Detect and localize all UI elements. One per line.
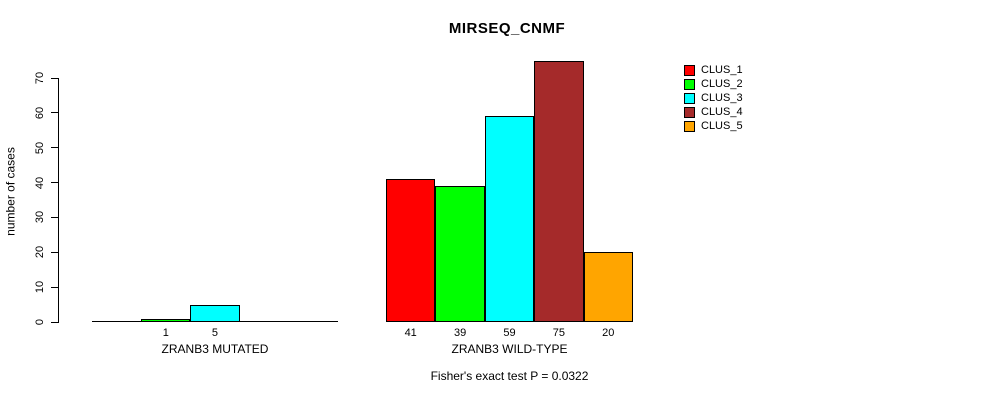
y-axis-label: number of cases [3, 147, 18, 236]
legend-item-clus_4: CLUS_4 [684, 107, 743, 118]
group-label: ZRANB3 WILD-TYPE [451, 342, 568, 356]
legend-label: CLUS_5 [701, 120, 743, 132]
y-tick [51, 77, 58, 79]
bar-clus_3 [190, 304, 240, 322]
y-tick-label: 20 [34, 246, 46, 259]
y-tick-label: 60 [34, 106, 46, 119]
bar-clus_2 [435, 186, 485, 322]
bar-clus_3 [484, 116, 535, 322]
y-tick-label: 70 [34, 71, 46, 85]
bar-clus_5 [583, 252, 633, 322]
legend-swatch [684, 121, 695, 132]
legend-item-clus_5: CLUS_5 [684, 121, 743, 132]
fisher-test-annotation: Fisher's exact test P = 0.0322 [430, 369, 589, 383]
bar-value-label: 41 [404, 327, 417, 339]
y-tick [51, 112, 58, 114]
y-tick-label: 40 [34, 176, 46, 189]
y-tick [51, 286, 58, 288]
y-tick [51, 147, 58, 149]
legend-label: CLUS_4 [701, 106, 743, 118]
y-tick-label: 50 [34, 141, 46, 154]
legend-label: CLUS_1 [701, 64, 743, 76]
bar-clus_2 [141, 318, 191, 322]
legend-swatch [684, 93, 695, 104]
bar-clus_4 [534, 60, 584, 322]
legend: CLUS_1 CLUS_2 CLUS_3 CLUS_4 CLUS_5 [684, 65, 743, 135]
y-tick [51, 251, 58, 253]
chart-title: MIRSEQ_CNMF [448, 20, 566, 37]
y-tick [51, 216, 58, 218]
group-label: ZRANB3 MUTATED [161, 342, 269, 356]
legend-label: CLUS_3 [701, 92, 743, 104]
y-tick-label: 30 [34, 211, 46, 224]
bar-value-label: 20 [602, 327, 615, 339]
y-tick-label: 10 [34, 281, 46, 294]
y-axis [58, 78, 59, 323]
y-tick-label: 0 [34, 318, 46, 326]
bar-value-label: 75 [552, 327, 565, 339]
y-tick [51, 182, 58, 184]
legend-swatch [684, 79, 695, 90]
y-tick [51, 321, 58, 323]
legend-label: CLUS_2 [701, 78, 743, 90]
legend-item-clus_1: CLUS_1 [684, 65, 743, 76]
bar-value-label: 1 [162, 327, 169, 339]
bar-value-label: 5 [211, 327, 219, 339]
bar-clus_1 [386, 179, 436, 322]
legend-item-clus_2: CLUS_2 [684, 79, 743, 90]
legend-swatch [684, 65, 695, 76]
legend-swatch [684, 107, 695, 118]
bar-value-label: 39 [453, 327, 467, 339]
bar-value-label: 59 [503, 327, 516, 339]
legend-item-clus_3: CLUS_3 [684, 93, 743, 104]
